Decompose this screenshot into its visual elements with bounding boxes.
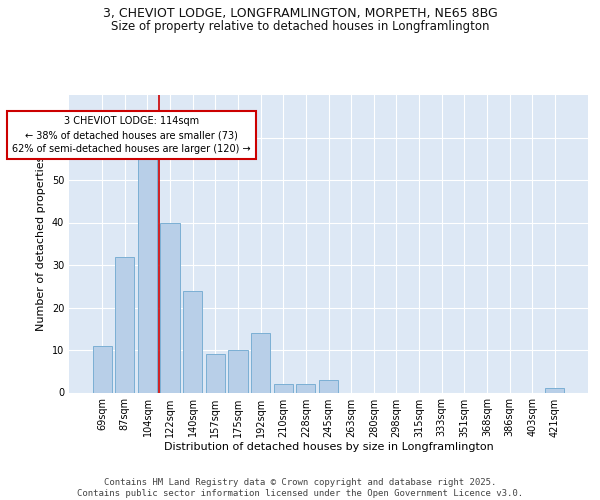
Bar: [206, 354, 225, 393]
Text: 3, CHEVIOT LODGE, LONGFRAMLINGTON, MORPETH, NE65 8BG: 3, CHEVIOT LODGE, LONGFRAMLINGTON, MORPE…: [103, 8, 497, 20]
Bar: [115, 256, 134, 392]
Bar: [296, 384, 316, 392]
Bar: [138, 146, 157, 392]
Bar: [274, 384, 293, 392]
Bar: [183, 290, 202, 392]
Text: 3 CHEVIOT LODGE: 114sqm
← 38% of detached houses are smaller (73)
62% of semi-de: 3 CHEVIOT LODGE: 114sqm ← 38% of detache…: [13, 116, 251, 154]
Bar: [251, 333, 270, 392]
Bar: [545, 388, 565, 392]
Text: Size of property relative to detached houses in Longframlington: Size of property relative to detached ho…: [111, 20, 489, 33]
Bar: [92, 346, 112, 393]
Bar: [229, 350, 248, 393]
Bar: [160, 222, 180, 392]
X-axis label: Distribution of detached houses by size in Longframlington: Distribution of detached houses by size …: [164, 442, 493, 452]
Text: Contains HM Land Registry data © Crown copyright and database right 2025.
Contai: Contains HM Land Registry data © Crown c…: [77, 478, 523, 498]
Y-axis label: Number of detached properties: Number of detached properties: [36, 156, 46, 332]
Bar: [319, 380, 338, 392]
